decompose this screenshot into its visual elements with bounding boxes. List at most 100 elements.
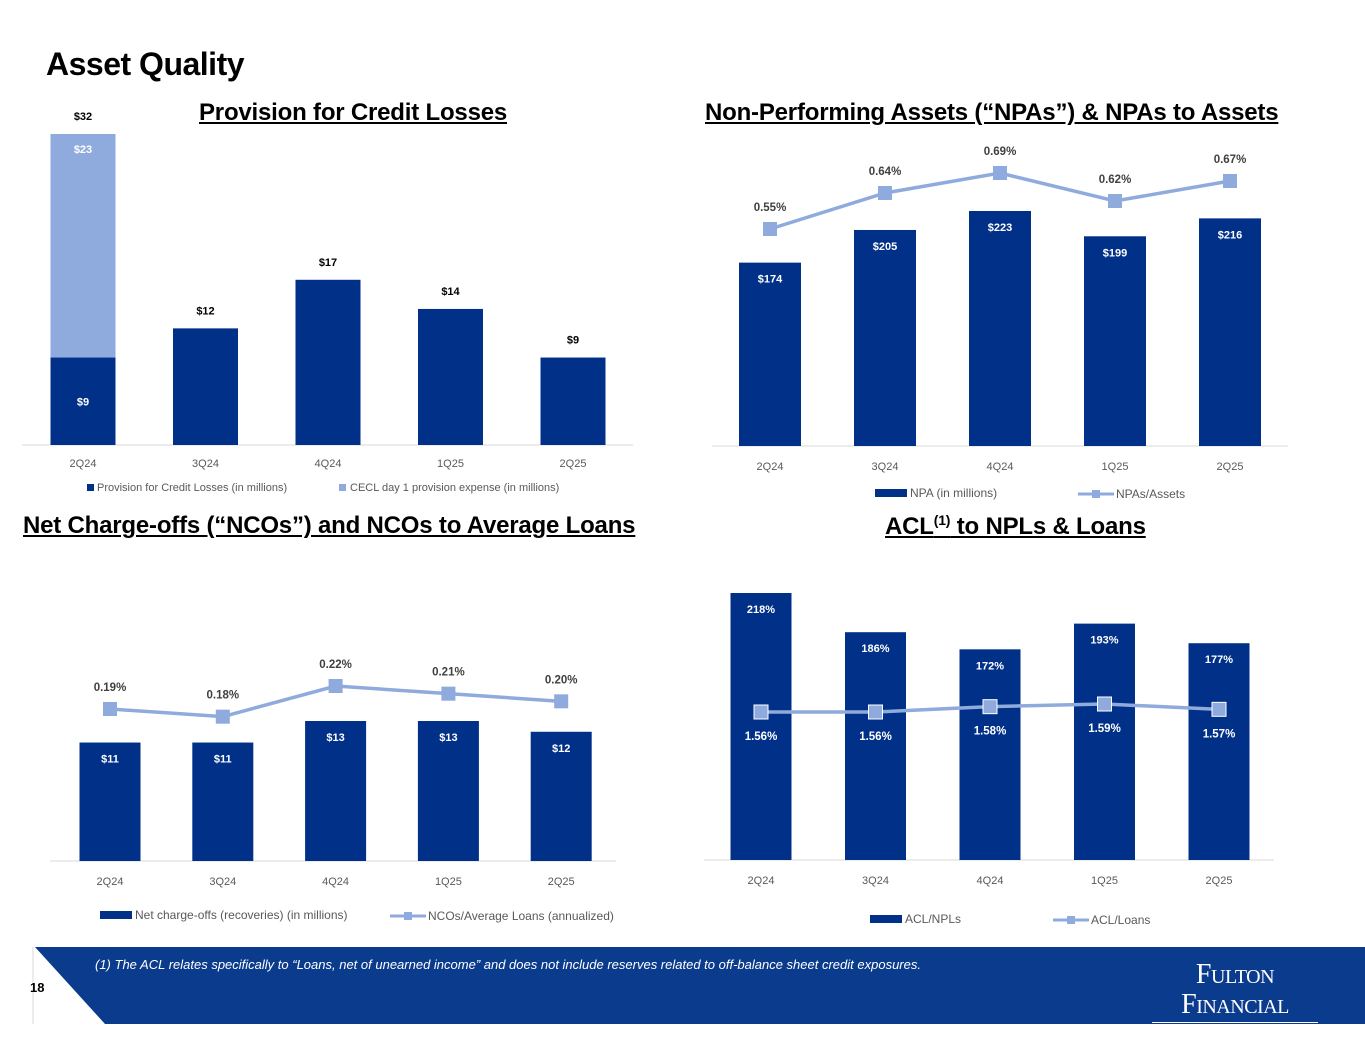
provision-chart-title: Provision for Credit Losses [199, 99, 508, 126]
npa-line-label-3Q24: 0.64% [869, 166, 902, 178]
npa-tick-4Q24: 4Q24 [987, 461, 1014, 473]
nco-tick-3Q24: 3Q24 [209, 876, 236, 888]
acl-legend-line-swatch-marker [1067, 916, 1075, 924]
npa-chart-title: Non-Performing Assets (“NPAs”) & NPAs to… [705, 99, 1279, 126]
acl-bar-2Q25 [1188, 643, 1250, 860]
npa-tick-2Q25: 2Q25 [1217, 461, 1244, 473]
npa-bar-label-2Q25: $216 [1218, 229, 1242, 241]
acl-chart-title: ACL(1) to NPLs & Loans [885, 512, 1146, 541]
acl-bar-label-3Q24: 186% [861, 643, 889, 655]
provision-bar-1Q25 [418, 308, 483, 445]
cecl-legend-swatch [339, 484, 346, 491]
acl-legend-bar-label: ACL/NPLs [905, 912, 961, 926]
page-number: 18 [30, 980, 45, 995]
acl-bar-1Q25 [1074, 623, 1135, 860]
acl-line-point-1Q25 [1097, 696, 1112, 712]
nco-bar-label-4Q24: $13 [326, 732, 344, 744]
nco-tick-1Q25: 1Q25 [435, 876, 462, 888]
nco-line-point-3Q24 [215, 709, 230, 724]
npa-legend-line-label: NPAs/Assets [1116, 487, 1185, 501]
npa-line-label-2Q24: 0.55% [754, 202, 787, 214]
npa-bar-3Q24 [854, 229, 916, 446]
nco-legend-bar-swatch [100, 911, 132, 919]
provision-bar-2Q24 [50, 357, 116, 445]
acl-line-label-2Q24: 1.56% [745, 731, 778, 743]
acl-bar-label-2Q24: 218% [747, 604, 775, 616]
npa-bar-2Q25 [1199, 218, 1261, 446]
npa-legend-line-swatch-marker [1092, 490, 1100, 498]
provision-tick-1Q25: 1Q25 [437, 458, 464, 470]
provision-bar-2Q25 [540, 357, 606, 445]
acl-tick-4Q24: 4Q24 [977, 875, 1004, 887]
npa-line-point-1Q25 [1108, 194, 1122, 208]
acl-line-point-2Q25 [1211, 701, 1227, 717]
nco-bar-1Q25 [417, 721, 479, 861]
acl-tick-1Q25: 1Q25 [1091, 875, 1118, 887]
npa-tick-3Q24: 3Q24 [872, 461, 899, 473]
page-title: Asset Quality [46, 46, 245, 82]
acl-tick-3Q24: 3Q24 [862, 875, 889, 887]
nco-tick-4Q24: 4Q24 [322, 876, 349, 888]
acl-bar-4Q24 [959, 649, 1021, 860]
nco-legend-line-label: NCOs/Average Loans (annualized) [428, 909, 614, 923]
npa-bar-label-1Q25: $199 [1103, 247, 1127, 259]
npa-bar-label-4Q24: $223 [988, 222, 1012, 234]
acl-line-point-4Q24 [982, 699, 998, 715]
acl-line-point-2Q24 [753, 704, 769, 720]
footer-background [35, 947, 1365, 1024]
acl-bar-label-4Q24: 172% [976, 660, 1004, 672]
acl-title-suffix: to NPLs & Loans [950, 513, 1146, 540]
footnote-text: (1) The ACL relates specifically to “Loa… [95, 957, 921, 972]
nco-tick-2Q24: 2Q24 [97, 876, 124, 888]
nco-line-point-2Q25 [554, 694, 569, 709]
provision-label-2Q25: $9 [567, 335, 579, 347]
footer-band [32, 947, 1365, 1024]
npa-line-label-2Q25: 0.67% [1214, 154, 1247, 166]
acl-bar-3Q24 [845, 632, 906, 860]
provision-total-label-2Q24: $32 [74, 111, 92, 123]
nco-bar-2Q25 [530, 731, 592, 861]
nco-line-point-4Q24 [328, 679, 343, 693]
cecl-legend-label: CECL day 1 provision expense (in million… [350, 482, 559, 494]
npa-line-point-3Q24 [878, 186, 892, 200]
provision-legend-swatch [87, 484, 94, 491]
nco-bar-label-2Q24: $11 [101, 754, 119, 766]
provision-chart: $23 $9 $32 2Q24 $12 3Q24 $17 4Q24 $14 1Q25 $9 2Q25 P… [22, 111, 1288, 927]
nco-bar-label-2Q25: $12 [552, 743, 570, 755]
logo-line-1: Fulton Financial [1181, 959, 1289, 1020]
nco-bar-label-1Q25: $13 [439, 732, 457, 744]
nco-tick-2Q25: 2Q25 [548, 876, 575, 888]
npa-legend-bar-swatch [875, 489, 907, 497]
provision-tick-2Q24: 2Q24 [70, 458, 97, 470]
npa-line-label-4Q24: 0.69% [984, 146, 1017, 158]
acl-line-point-3Q24 [868, 704, 883, 720]
npa-tick-2Q24: 2Q24 [757, 461, 784, 473]
acl-line-label-3Q24: 1.56% [859, 731, 892, 743]
nco-bar-2Q24 [79, 742, 141, 861]
provision-label-3Q24: $12 [196, 305, 214, 317]
nco-bar-4Q24 [305, 721, 367, 861]
npa-line-point-2Q24 [763, 222, 777, 236]
nco-bar-3Q24 [192, 742, 254, 861]
npa-line-point-4Q24 [993, 166, 1007, 180]
nco-line-label-2Q25: 0.20% [545, 674, 578, 686]
npa-bar-4Q24 [969, 211, 1031, 446]
provision-bar-3Q24 [173, 328, 238, 445]
provision-label-4Q24: $17 [319, 257, 337, 269]
cecl-bar-2Q24 [50, 134, 116, 358]
nco-line-point-2Q24 [103, 702, 117, 716]
nco-legend-line-swatch-marker [404, 912, 412, 920]
nco-chart-title: Net Charge-offs (“NCOs”) and NCOs to Ave… [23, 512, 636, 539]
provision-tick-2Q25: 2Q25 [560, 458, 587, 470]
acl-bar-label-2Q25: 177% [1205, 654, 1233, 666]
nco-line-label-4Q24: 0.22% [319, 659, 352, 671]
nco-line-point-1Q25 [441, 686, 456, 701]
acl-tick-2Q24: 2Q24 [748, 875, 775, 887]
nco-legend-bar-label: Net charge-offs (recoveries) (in million… [135, 908, 348, 922]
provision-tick-4Q24: 4Q24 [315, 458, 342, 470]
nco-line-label-3Q24: 0.18% [206, 690, 239, 702]
acl-line-label-1Q25: 1.59% [1088, 723, 1121, 735]
acl-tick-2Q25: 2Q25 [1206, 875, 1233, 887]
nco-line-label-2Q24: 0.19% [94, 682, 127, 694]
logo-line-2: Corporation [1188, 1025, 1282, 1044]
